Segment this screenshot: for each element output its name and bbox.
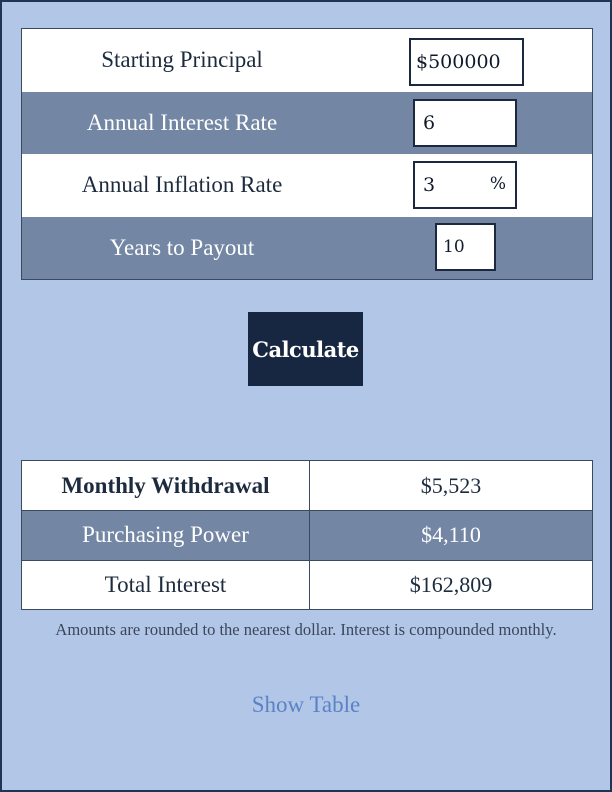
monthly-withdrawal-label: Monthly Withdrawal — [22, 461, 310, 511]
total-interest-label: Total Interest — [22, 560, 310, 609]
inflation-rate-input[interactable]: 3 % — [413, 161, 517, 209]
purchasing-power-value: $4,110 — [421, 522, 481, 548]
years-label: Years to Payout — [109, 234, 255, 260]
principal-label: Starting Principal — [101, 47, 263, 73]
years-input[interactable]: 10 — [435, 222, 496, 271]
results-table: Monthly Withdrawal $5,523 Purchasing Pow… — [21, 460, 593, 610]
years-row: Years to Payout 10 — [22, 216, 592, 279]
input-table: Starting Principal $500000 Annual Intere… — [21, 28, 593, 280]
purchasing-power-label: Purchasing Power — [22, 511, 310, 560]
inflation-rate-value: 3 — [423, 174, 436, 196]
principal-row: Starting Principal $500000 — [22, 29, 592, 92]
inflation-rate-row: Annual Inflation Rate 3 % — [22, 154, 592, 217]
years-value: 10 — [443, 236, 465, 257]
interest-rate-row: Annual Interest Rate 6 — [22, 91, 592, 154]
show-table-link[interactable]: Show Table — [251, 692, 361, 717]
percent-unit: % — [489, 174, 506, 194]
total-interest-row: Total Interest $162,809 — [22, 559, 592, 609]
monthly-withdrawal-value: $5,523 — [420, 472, 482, 498]
interest-rate-input[interactable]: 6 — [413, 98, 517, 147]
interest-rate-label: Annual Interest Rate — [86, 109, 278, 135]
inflation-rate-label: Annual Inflation Rate — [81, 172, 283, 198]
principal-input[interactable]: $500000 — [409, 38, 524, 86]
total-interest-value: $162,809 — [409, 571, 493, 597]
purchasing-power-row: Purchasing Power $4,110 — [22, 510, 592, 560]
footnote: Amounts are rounded to the nearest dolla… — [55, 620, 557, 639]
principal-value: $500000 — [416, 51, 501, 73]
calculate-button[interactable]: Calculate — [248, 312, 363, 386]
monthly-withdrawal-row: Monthly Withdrawal $5,523 — [22, 461, 592, 511]
interest-rate-value: 6 — [423, 111, 436, 134]
